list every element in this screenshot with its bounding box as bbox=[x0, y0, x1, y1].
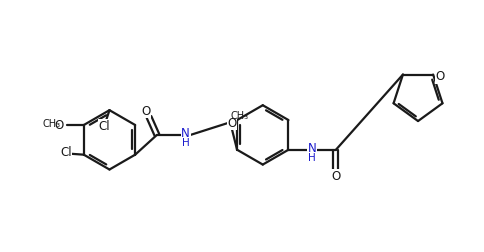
Text: CH₃: CH₃ bbox=[231, 111, 249, 121]
Text: N: N bbox=[181, 128, 190, 140]
Text: O: O bbox=[227, 116, 237, 130]
Text: O: O bbox=[141, 105, 151, 118]
Text: Cl: Cl bbox=[99, 119, 110, 133]
Text: O: O bbox=[332, 170, 341, 183]
Text: Cl: Cl bbox=[60, 146, 72, 159]
Text: CH₃: CH₃ bbox=[42, 119, 60, 129]
Text: N: N bbox=[308, 142, 317, 155]
Text: H: H bbox=[182, 138, 189, 148]
Text: O: O bbox=[436, 70, 445, 83]
Text: H: H bbox=[308, 153, 316, 163]
Text: O: O bbox=[54, 118, 64, 132]
